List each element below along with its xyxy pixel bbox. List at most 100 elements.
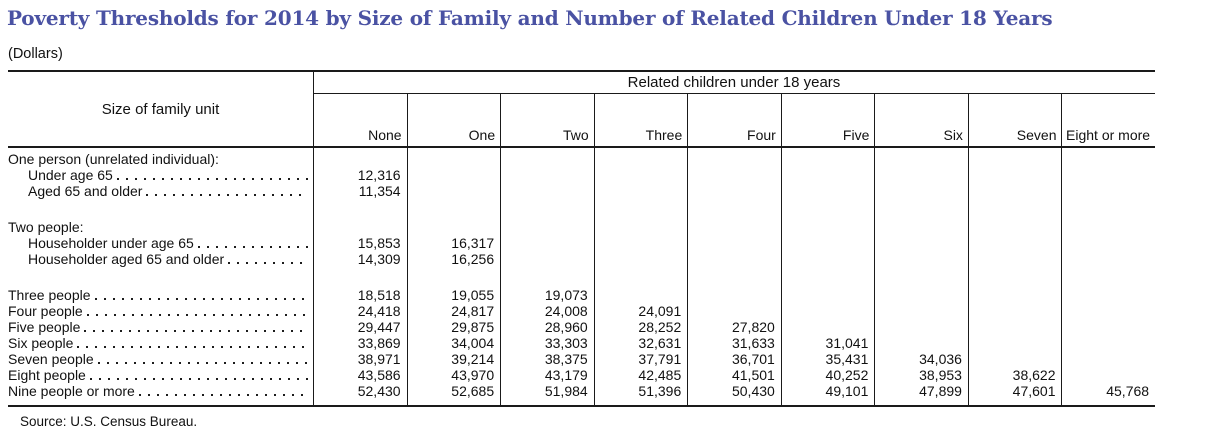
- value-cell: [500, 167, 594, 183]
- value-cell: 52,685: [451, 383, 495, 399]
- row-label: Under age 65: [28, 167, 113, 183]
- value-cell: [407, 151, 501, 167]
- value-cell: 33,303: [544, 335, 588, 351]
- value-cell: [1062, 151, 1156, 167]
- value-cell: [874, 167, 968, 183]
- table-row: Six people 33,869 34,004 33,303 32,631 31,633…: [8, 335, 1155, 351]
- column-header: Eight or more: [1066, 127, 1151, 143]
- column-rule: [780, 93, 782, 405]
- value-cell: 27,820: [731, 319, 775, 335]
- column-header: Three: [645, 127, 683, 143]
- value-cell: [874, 151, 968, 167]
- value-cell: 47,601: [1012, 383, 1056, 399]
- value-cell: 51,396: [638, 383, 682, 399]
- value-cell: [874, 235, 968, 251]
- value-cell: [313, 151, 407, 167]
- value-cell: 24,817: [451, 303, 495, 319]
- spacer-row: [8, 267, 1155, 287]
- value-cell: [968, 351, 1062, 367]
- column-rule: [406, 93, 408, 405]
- value-cell: 19,055: [451, 287, 495, 303]
- value-cell: [874, 287, 968, 303]
- table-row: Two people:: [8, 219, 1155, 235]
- value-cell: 16,256: [451, 251, 495, 267]
- stub-column-rule: [313, 70, 314, 405]
- value-cell: 41,501: [731, 367, 775, 383]
- value-cell: 43,970: [451, 367, 495, 383]
- units-note: (Dollars): [8, 46, 63, 62]
- table-top-rule: [8, 70, 1155, 72]
- value-cell: 38,971: [357, 351, 401, 367]
- value-cell: [781, 235, 875, 251]
- value-cell: [781, 219, 875, 235]
- value-cell: 39,214: [451, 351, 495, 367]
- column-rule: [874, 93, 876, 405]
- value-cell: [968, 167, 1062, 183]
- table-row: Three people 18,518 19,055 19,073: [8, 287, 1155, 303]
- source-note: Source: U.S. Census Bureau.: [20, 414, 198, 429]
- value-cell: [594, 183, 688, 199]
- table-row: Under age 65 12,316: [8, 167, 1155, 183]
- value-cell: [687, 219, 781, 235]
- value-cell: [874, 303, 968, 319]
- value-cell: [781, 287, 875, 303]
- span-header-rule: [313, 93, 1155, 94]
- value-cell: [407, 219, 501, 235]
- table-row: Householder aged 65 and older 14,309 16,25…: [8, 251, 1155, 267]
- value-cell: 50,430: [731, 383, 775, 399]
- row-label: One person (unrelated individual):: [8, 151, 219, 167]
- value-cell: [1062, 183, 1156, 199]
- table-row: Householder under age 65 15,853 16,317: [8, 235, 1155, 251]
- value-cell: 24,091: [638, 303, 682, 319]
- value-cell: 36,701: [731, 351, 775, 367]
- value-cell: 42,485: [638, 367, 682, 383]
- dot-leader: [116, 178, 308, 180]
- dot-leader: [89, 378, 308, 380]
- value-cell: [781, 151, 875, 167]
- value-cell: [687, 151, 781, 167]
- column-header: Four: [747, 127, 776, 143]
- value-cell: [594, 151, 688, 167]
- value-cell: [313, 219, 407, 235]
- value-cell: 19,073: [544, 287, 588, 303]
- value-cell: [968, 219, 1062, 235]
- value-cell: 43,179: [544, 367, 588, 383]
- row-label: Six people: [8, 335, 74, 351]
- value-cell: 38,953: [919, 367, 962, 383]
- table-row: Five people 29,447 29,875 28,960 28,252 27,82…: [8, 319, 1155, 335]
- value-cell: 31,041: [825, 335, 869, 351]
- stub-header: Size of family unit: [101, 100, 220, 118]
- value-cell: 15,853: [357, 235, 401, 251]
- value-cell: [781, 319, 875, 335]
- column-header: Six: [943, 127, 963, 143]
- table-row: One person (unrelated individual):: [8, 151, 1155, 167]
- row-stub: Four people: [8, 303, 313, 319]
- value-cell: [1062, 287, 1156, 303]
- value-cell: [968, 235, 1062, 251]
- value-cell: [500, 151, 594, 167]
- dot-leader: [77, 346, 308, 348]
- value-cell: 18,518: [357, 287, 401, 303]
- column-header: Two: [563, 127, 589, 143]
- column-rule: [500, 93, 502, 405]
- value-cell: 51,984: [544, 383, 588, 399]
- value-cell: [687, 167, 781, 183]
- dot-leader: [94, 298, 308, 300]
- value-cell: [968, 335, 1062, 351]
- value-cell: 45,768: [1106, 383, 1150, 399]
- column-rule: [967, 93, 969, 405]
- table-bottom-rule: [8, 405, 1155, 407]
- table-row: Seven people 38,971 39,214 38,375 37,791 36,7…: [8, 351, 1155, 367]
- row-label: Nine people or more: [8, 383, 135, 399]
- row-label: Three people: [8, 287, 91, 303]
- value-cell: [968, 303, 1062, 319]
- value-cell: 16,317: [451, 235, 495, 251]
- value-cell: [874, 319, 968, 335]
- row-stub: Aged 65 and older: [8, 183, 313, 199]
- value-cell: [1062, 167, 1156, 183]
- value-cell: 31,633: [731, 335, 775, 351]
- value-cell: [1062, 367, 1156, 383]
- value-cell: [594, 251, 688, 267]
- row-stub: Seven people: [8, 351, 313, 367]
